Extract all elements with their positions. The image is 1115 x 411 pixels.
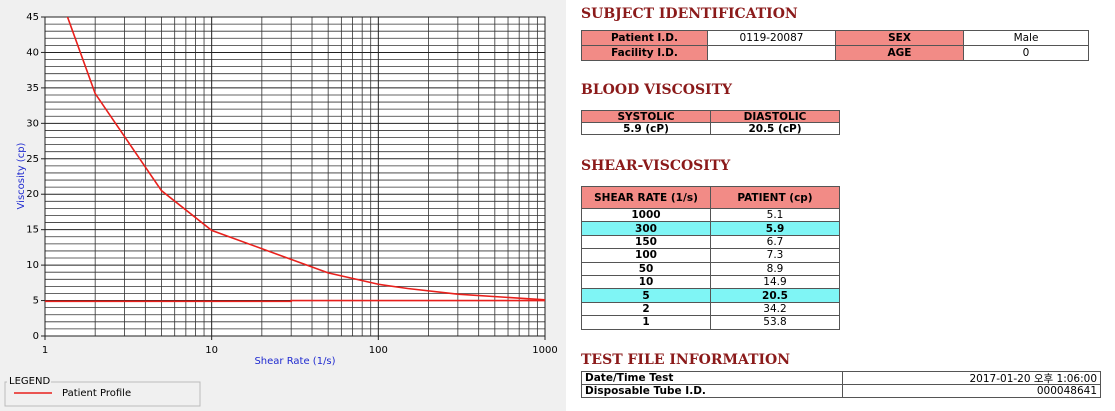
section-title: SUBJECT IDENTIFICATION <box>581 6 798 22</box>
viscosity-value: 5.9 (cP) <box>581 122 711 135</box>
y-tick-label: 15 <box>26 225 39 236</box>
patient-cell: 5.1 <box>710 208 840 223</box>
info-label: Date/Time Test <box>581 371 843 385</box>
y-tick-label: 0 <box>33 331 39 342</box>
patient-cell: 14.9 <box>710 275 840 290</box>
field-value: 0 <box>963 45 1089 61</box>
patient-cell: 6.7 <box>710 234 840 250</box>
patient-cell: 20.5 <box>710 288 840 303</box>
shear-rate-cell: 100 <box>581 248 711 263</box>
y-tick-label: 30 <box>26 118 39 129</box>
section-title: BLOOD VISCOSITY <box>581 82 733 98</box>
y-tick-label: 40 <box>26 47 39 58</box>
field-value <box>707 45 836 61</box>
y-tick-label: 35 <box>26 83 39 94</box>
x-axis-label: Shear Rate (1/s) <box>254 356 335 367</box>
field-label: Facility I.D. <box>581 45 708 61</box>
data-line <box>66 17 545 301</box>
legend-title-bg <box>7 376 51 386</box>
series-group <box>45 17 545 303</box>
y-tick-label: 45 <box>26 12 39 23</box>
patient-cell: 8.9 <box>710 261 840 276</box>
field-value: 0119-20087 <box>707 30 836 46</box>
patient-cell: 5.9 <box>710 221 840 236</box>
legend-box <box>4 381 201 407</box>
shear-rate-cell: 150 <box>581 234 711 250</box>
y-tick-label: 10 <box>26 260 39 271</box>
y-tick-label: 20 <box>26 189 39 200</box>
y-tick-label: 25 <box>26 154 39 165</box>
patient-cell: 53.8 <box>710 315 840 330</box>
legend-title: LEGEND <box>9 376 50 387</box>
y-axis-label: Viscosity (cp) <box>16 142 27 209</box>
column-header: SHEAR RATE (1/s) <box>581 186 711 209</box>
patient-cell: 34.2 <box>710 301 840 317</box>
plot-border <box>44 16 546 337</box>
section-title: SHEAR-VISCOSITY <box>581 158 731 174</box>
section-title: TEST FILE INFORMATION <box>581 352 791 368</box>
shear-rate-cell: 1 <box>581 315 711 330</box>
column-header: PATIENT (cp) <box>710 186 840 209</box>
shear-rate-cell: 1000 <box>581 208 711 223</box>
x-tick-label: 1000 <box>532 345 557 356</box>
x-tick-label: 10 <box>205 345 218 356</box>
shear-rate-cell: 2 <box>581 301 711 317</box>
x-tick-label: 100 <box>369 345 388 356</box>
field-value: Male <box>963 30 1089 46</box>
chart: Viscosity (cp) Shear Rate (1/s) LEGEND 0… <box>0 0 566 411</box>
shear-rate-cell: 5 <box>581 288 711 303</box>
info-value: 2017-01-20 오후 1:06:00 <box>842 371 1101 385</box>
legend-label: Patient Profile <box>62 388 131 399</box>
y-tick-label: 5 <box>33 296 39 307</box>
field-label: SEX <box>835 30 964 46</box>
x-tick-label: 1 <box>42 345 48 356</box>
viscosity-value: 20.5 (cP) <box>710 122 840 135</box>
shear-rate-cell: 300 <box>581 221 711 236</box>
patient-cell: 7.3 <box>710 248 840 263</box>
field-label: Patient I.D. <box>581 30 708 46</box>
shear-rate-cell: 50 <box>581 261 711 276</box>
data-line <box>45 299 545 303</box>
field-label: AGE <box>835 45 964 61</box>
shear-rate-cell: 10 <box>581 275 711 290</box>
plot-area <box>45 17 545 336</box>
info-label: Disposable Tube I.D. <box>581 384 843 398</box>
info-value: 000048641 <box>842 384 1101 398</box>
